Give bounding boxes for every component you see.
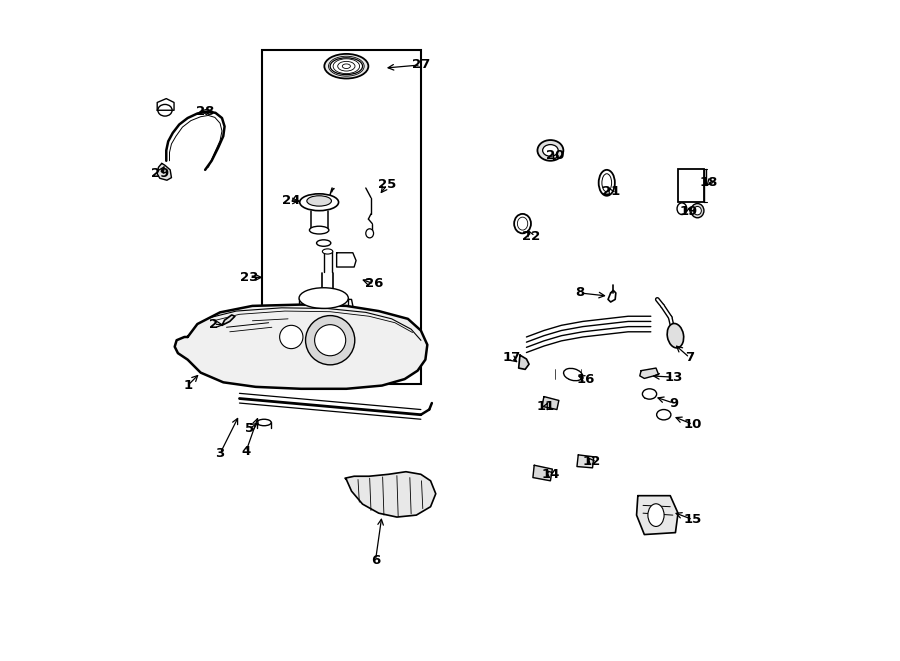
Text: 15: 15 xyxy=(684,513,702,526)
Ellipse shape xyxy=(317,240,331,247)
Text: 7: 7 xyxy=(685,351,694,364)
Ellipse shape xyxy=(321,290,334,296)
Text: 10: 10 xyxy=(684,418,702,431)
Ellipse shape xyxy=(667,323,684,348)
Polygon shape xyxy=(345,472,436,517)
Text: 1: 1 xyxy=(183,379,193,392)
Ellipse shape xyxy=(691,204,704,217)
Ellipse shape xyxy=(365,229,374,238)
Text: 8: 8 xyxy=(575,286,584,299)
Text: 12: 12 xyxy=(582,455,600,468)
Circle shape xyxy=(305,315,355,365)
Ellipse shape xyxy=(563,368,582,381)
Text: 6: 6 xyxy=(371,554,380,567)
Text: 14: 14 xyxy=(541,468,560,481)
Text: 29: 29 xyxy=(150,167,169,180)
Text: 28: 28 xyxy=(196,105,214,118)
Text: 20: 20 xyxy=(546,149,565,162)
Text: 19: 19 xyxy=(680,206,698,218)
Text: 4: 4 xyxy=(241,445,250,458)
Ellipse shape xyxy=(257,419,271,426)
Ellipse shape xyxy=(677,203,687,215)
Text: 2: 2 xyxy=(209,317,218,330)
Ellipse shape xyxy=(694,206,701,215)
Ellipse shape xyxy=(322,249,333,254)
Polygon shape xyxy=(518,355,529,369)
Ellipse shape xyxy=(543,145,558,156)
Polygon shape xyxy=(577,455,594,468)
Circle shape xyxy=(315,325,346,356)
Ellipse shape xyxy=(330,58,363,75)
Ellipse shape xyxy=(537,140,563,161)
Ellipse shape xyxy=(300,194,338,211)
Ellipse shape xyxy=(518,217,527,230)
Polygon shape xyxy=(640,368,659,379)
Bar xyxy=(262,50,421,383)
Text: 18: 18 xyxy=(700,176,718,189)
Text: 27: 27 xyxy=(411,58,430,71)
Text: 23: 23 xyxy=(240,271,258,284)
Text: 25: 25 xyxy=(378,178,396,191)
Polygon shape xyxy=(158,163,172,180)
Text: 21: 21 xyxy=(601,184,620,198)
Text: 22: 22 xyxy=(522,230,540,243)
Ellipse shape xyxy=(643,389,657,399)
Text: 3: 3 xyxy=(215,447,225,460)
Text: 24: 24 xyxy=(282,194,301,208)
Ellipse shape xyxy=(602,174,612,192)
Ellipse shape xyxy=(310,226,328,234)
Ellipse shape xyxy=(657,410,670,420)
Text: 11: 11 xyxy=(536,400,555,412)
Polygon shape xyxy=(222,315,235,325)
Text: 26: 26 xyxy=(365,278,383,290)
Polygon shape xyxy=(636,496,678,535)
Ellipse shape xyxy=(324,54,368,79)
Polygon shape xyxy=(175,305,428,389)
Text: 13: 13 xyxy=(664,371,683,383)
Circle shape xyxy=(280,325,303,348)
Polygon shape xyxy=(533,465,553,481)
Text: 17: 17 xyxy=(502,351,521,364)
Ellipse shape xyxy=(307,196,331,206)
Polygon shape xyxy=(542,397,559,410)
Text: 16: 16 xyxy=(577,373,595,385)
Ellipse shape xyxy=(299,288,348,309)
Ellipse shape xyxy=(514,214,531,233)
Text: 9: 9 xyxy=(669,397,678,410)
Ellipse shape xyxy=(648,504,664,526)
Ellipse shape xyxy=(158,104,172,116)
Ellipse shape xyxy=(598,170,615,196)
Bar xyxy=(678,169,704,202)
Text: 5: 5 xyxy=(245,422,254,436)
